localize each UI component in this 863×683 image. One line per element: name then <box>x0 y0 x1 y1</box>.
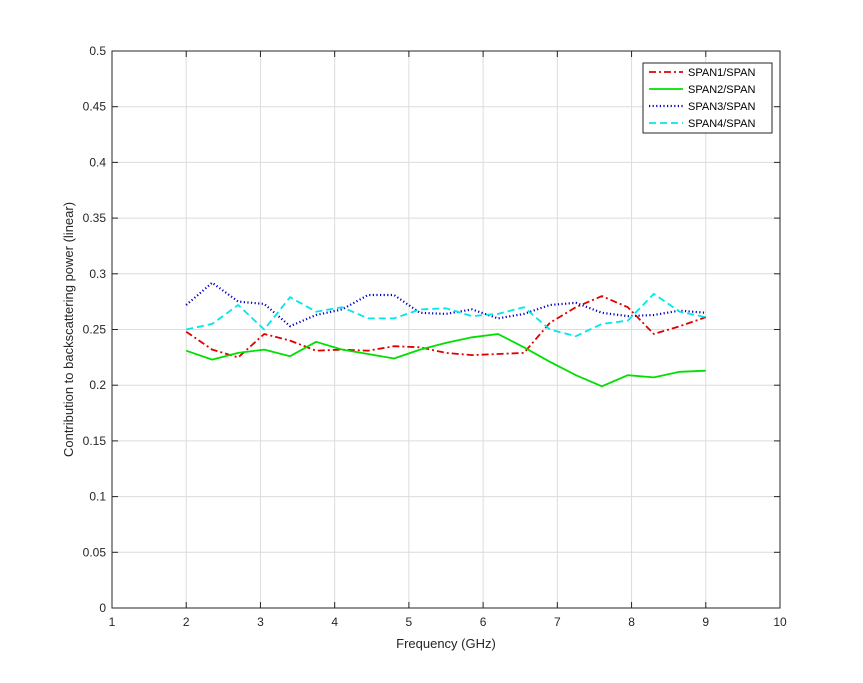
legend-box <box>642 62 773 134</box>
legend-entry-label: SPAN1/SPAN <box>688 67 756 79</box>
y-tick-label: 0.1 <box>89 490 106 504</box>
x-tick-label: 4 <box>331 615 338 629</box>
y-tick-label: 0.15 <box>83 434 107 448</box>
y-axis-label: Contribution to backscattering power (li… <box>61 202 76 457</box>
y-tick-label: 0 <box>99 601 106 615</box>
legend-entry-label: SPAN2/SPAN <box>688 84 756 96</box>
legend-entry-label: SPAN4/SPAN <box>688 118 756 130</box>
x-tick-label: 7 <box>554 615 561 629</box>
series-line-2 <box>185 333 706 388</box>
y-tick-label: 0.35 <box>83 211 107 225</box>
tick-labels: 1 2 3 4 5 6 7 8 9 10 0 0.05 0.1 0.15 0.2 0.25 0.3 0.35 0.4… <box>83 44 787 629</box>
legend: SPAN1/SPAN SPAN2/SPAN SPAN3/SPAN SPAN4/SPAN <box>642 62 773 134</box>
y-tick-label: 0.45 <box>83 100 107 114</box>
y-tick-label: 0.4 <box>89 155 106 169</box>
x-tick-label: 1 <box>109 615 116 629</box>
x-tick-label: 5 <box>406 615 413 629</box>
x-tick-label: 8 <box>628 615 635 629</box>
y-tick-label: 0.2 <box>89 378 106 392</box>
y-tick-label: 0.3 <box>89 267 106 281</box>
x-tick-label: 2 <box>183 615 190 629</box>
series-layer <box>185 281 707 388</box>
x-axis-label: Frequency (GHz) <box>396 636 496 651</box>
x-tick-label: 6 <box>480 615 487 629</box>
x-tick-label: 9 <box>702 615 709 629</box>
tick-marks <box>111 50 781 609</box>
y-tick-label: 0.05 <box>83 545 107 559</box>
y-tick-label: 0.5 <box>89 44 106 58</box>
legend-entry-label: SPAN3/SPAN <box>688 101 756 113</box>
series-line-4 <box>186 292 706 338</box>
y-tick-label: 0.25 <box>83 323 107 337</box>
x-tick-label: 10 <box>773 615 787 629</box>
x-tick-label: 3 <box>257 615 264 629</box>
